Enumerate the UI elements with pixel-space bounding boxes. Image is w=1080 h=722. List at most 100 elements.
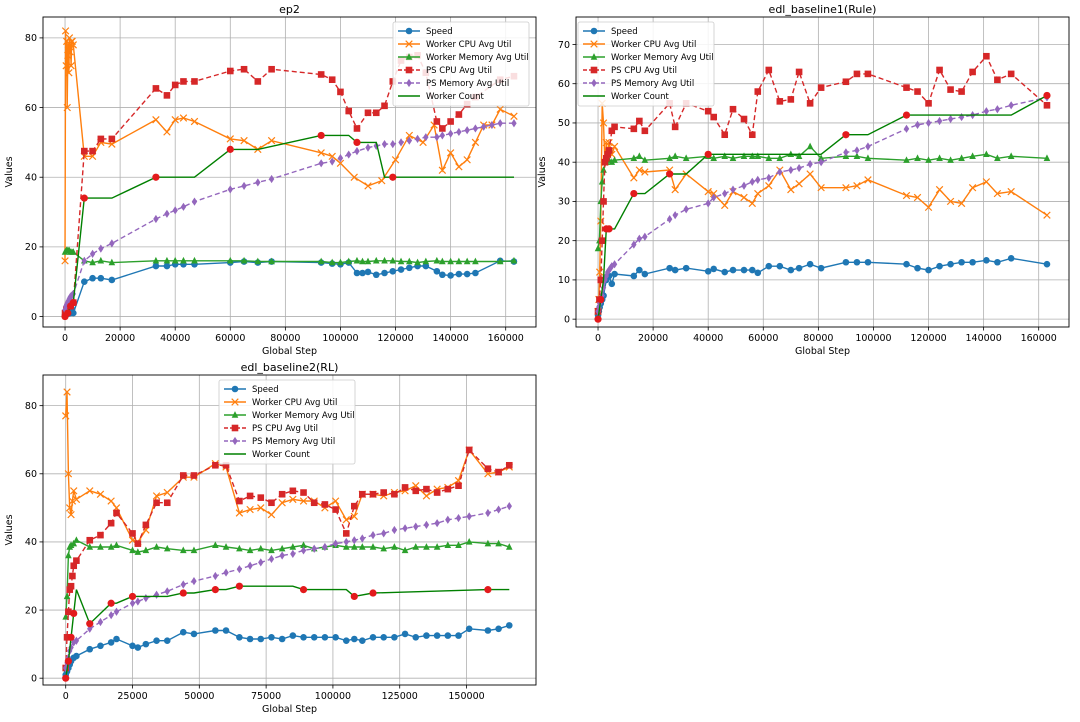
data-point xyxy=(179,628,187,636)
data-point xyxy=(925,156,932,163)
x-tick-label: 100000 xyxy=(322,333,358,344)
data-point xyxy=(505,461,513,469)
y-tick-label: 60 xyxy=(25,103,37,114)
legend-marker xyxy=(231,424,239,432)
data-point xyxy=(350,635,358,643)
data-point xyxy=(969,258,976,266)
data-point xyxy=(364,182,372,190)
data-point xyxy=(406,136,413,145)
data-point xyxy=(278,544,286,552)
data-point xyxy=(433,118,441,125)
y-axis-label: Values xyxy=(537,156,548,187)
data-point xyxy=(602,275,608,285)
data-point xyxy=(353,256,361,264)
data-point xyxy=(190,546,198,554)
data-point xyxy=(143,594,149,603)
data-point xyxy=(171,256,179,264)
data-point xyxy=(381,140,388,149)
data-point xyxy=(337,88,344,96)
data-point xyxy=(412,487,420,495)
data-point xyxy=(439,257,446,265)
legend-label: PS CPU Avg Util xyxy=(252,424,318,434)
data-point xyxy=(433,632,441,639)
data-point xyxy=(818,158,824,167)
data-point xyxy=(993,189,1002,198)
data-point xyxy=(748,131,756,139)
data-point xyxy=(936,262,943,270)
data-point xyxy=(671,123,679,131)
data-point xyxy=(412,634,420,641)
data-point xyxy=(332,634,339,641)
data-point xyxy=(142,640,150,648)
data-point xyxy=(365,143,371,152)
data-point xyxy=(447,118,454,125)
data-point xyxy=(777,167,783,177)
data-point xyxy=(240,136,248,145)
data-point xyxy=(969,68,976,76)
data-point xyxy=(113,635,120,643)
data-point xyxy=(433,543,441,550)
data-point xyxy=(113,541,120,549)
data-point xyxy=(672,211,678,220)
data-point xyxy=(914,154,921,161)
data-point xyxy=(602,138,611,147)
data-point xyxy=(740,266,748,274)
data-point xyxy=(152,492,161,500)
data-point xyxy=(153,543,160,550)
legend-label: Speed xyxy=(252,385,279,395)
data-point xyxy=(163,262,171,270)
data-point xyxy=(864,70,872,78)
worker-count-point xyxy=(179,589,187,597)
data-point xyxy=(67,541,75,549)
data-point xyxy=(510,256,518,264)
data-point xyxy=(968,183,977,192)
data-point xyxy=(603,271,609,281)
data-point xyxy=(212,541,219,549)
data-point xyxy=(97,642,104,650)
data-point xyxy=(89,147,96,155)
data-point xyxy=(721,152,729,160)
data-point xyxy=(641,168,649,176)
legend-label: Worker Count xyxy=(426,92,485,102)
data-point xyxy=(257,544,265,552)
data-point xyxy=(947,86,954,93)
data-point xyxy=(254,257,262,265)
worker-count-point xyxy=(630,189,638,198)
data-point xyxy=(455,111,463,118)
data-point xyxy=(666,264,673,272)
data-point xyxy=(853,258,861,266)
data-point xyxy=(925,118,932,128)
data-point xyxy=(806,100,814,107)
data-point xyxy=(465,538,473,545)
data-point xyxy=(364,257,372,265)
x-tick-label: 60000 xyxy=(748,333,778,344)
data-point xyxy=(806,170,814,178)
data-point xyxy=(108,258,116,266)
data-point xyxy=(710,113,718,121)
data-point xyxy=(254,78,262,85)
series-wcount xyxy=(61,131,514,321)
data-point xyxy=(754,269,762,277)
data-point xyxy=(422,492,431,500)
data-point xyxy=(444,485,452,493)
data-point xyxy=(63,388,71,396)
worker-count-point xyxy=(128,592,137,601)
data-point xyxy=(153,637,160,645)
x-tick-label: 120000 xyxy=(377,333,413,344)
data-point xyxy=(66,586,74,593)
data-point xyxy=(391,634,398,641)
data-point xyxy=(608,280,616,288)
worker-count-point xyxy=(86,620,94,628)
data-point xyxy=(380,634,387,641)
data-point xyxy=(806,142,814,150)
data-point xyxy=(766,173,772,182)
data-point xyxy=(484,539,492,547)
x-tick-label: 160000 xyxy=(488,333,524,344)
data-point xyxy=(748,199,756,208)
legend-label: Speed xyxy=(426,27,453,37)
data-point xyxy=(609,262,615,271)
data-point xyxy=(107,639,115,646)
data-point xyxy=(63,103,71,112)
data-point xyxy=(864,176,872,184)
data-point xyxy=(267,510,276,519)
